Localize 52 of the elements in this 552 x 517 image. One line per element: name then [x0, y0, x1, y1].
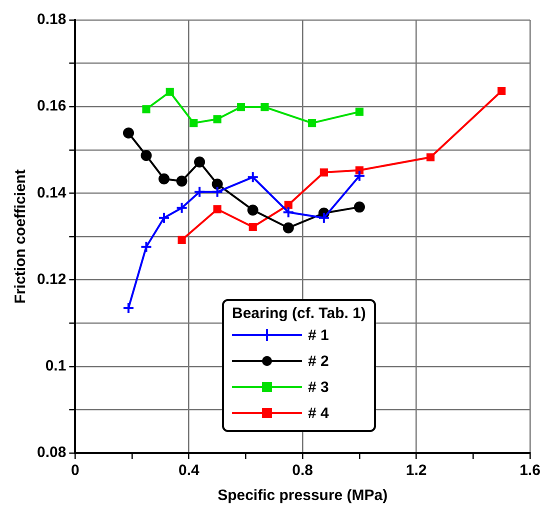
point: [122, 302, 134, 314]
legend-label: # 1: [308, 326, 329, 344]
point: [142, 105, 150, 114]
point: [212, 178, 223, 190]
point: [140, 240, 152, 253]
point: [176, 176, 188, 187]
point: [178, 236, 186, 244]
point: [426, 153, 435, 162]
x-tick-label: 1.6: [520, 462, 540, 480]
legend-label: # 2: [308, 352, 329, 370]
x-tick-label: 1.2: [406, 462, 427, 480]
point: [320, 168, 328, 176]
point: [166, 88, 174, 96]
point: [194, 186, 206, 198]
y-tick-label: 0.14: [36, 184, 67, 202]
point: [260, 103, 269, 112]
point: [213, 115, 222, 124]
y-tick-label: 0.16: [36, 98, 66, 115]
point: [213, 205, 222, 214]
point: [176, 202, 188, 214]
point: [158, 212, 170, 224]
legend-label: # 4: [308, 404, 329, 422]
legend-label: # 3: [308, 378, 329, 396]
point: [284, 200, 292, 209]
point: [211, 186, 224, 198]
point: [353, 170, 366, 182]
y-tick-label: 0.1: [45, 358, 66, 375]
x-axis-title: Specific pressure (MPa): [218, 487, 388, 504]
point: [190, 119, 198, 128]
y-axis-title: Friction coefficient: [12, 169, 30, 304]
point: [282, 206, 294, 218]
y-tick-label: 0.12: [36, 270, 66, 288]
point: [498, 86, 506, 96]
point: [355, 108, 364, 116]
y-tick-label: 0.18: [36, 11, 66, 28]
point: [122, 128, 134, 139]
point: [318, 212, 330, 224]
point: [194, 156, 206, 168]
y-tick-label: 0.08: [36, 444, 66, 462]
point: [354, 202, 365, 213]
x-tick-label: 0: [71, 462, 80, 480]
x-tick-label: 0.4: [178, 462, 200, 480]
point: [247, 204, 258, 216]
point: [308, 119, 316, 128]
point: [236, 103, 246, 112]
point: [140, 150, 152, 162]
point: [248, 222, 257, 232]
legend-title: Bearing (cf. Tab. 1): [232, 305, 366, 322]
point: [158, 173, 170, 184]
point: [282, 222, 294, 234]
point: [246, 171, 259, 184]
x-tick-label: 0.8: [292, 462, 314, 480]
